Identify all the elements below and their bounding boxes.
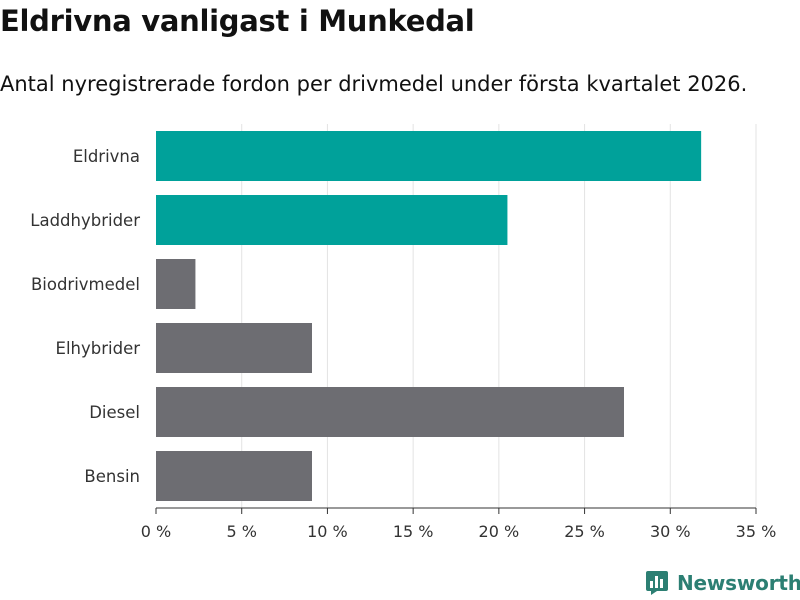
category-label: Elhybrider: [56, 339, 141, 358]
bar-biodrivmedel: [156, 259, 196, 309]
x-tick-label: 5 %: [226, 522, 256, 541]
x-tick-label: 20 %: [479, 522, 520, 541]
bar-elhybrider: [156, 323, 312, 373]
x-tick-label: 10 %: [307, 522, 348, 541]
chart-title: Eldrivna vanligast i Munkedal: [0, 4, 475, 38]
category-label: Bensin: [84, 467, 140, 486]
x-tick-label: 15 %: [393, 522, 434, 541]
category-label: Biodrivmedel: [31, 275, 140, 294]
bar-eldrivna: [156, 131, 702, 181]
chart-subtitle: Antal nyregistrerade fordon per drivmede…: [0, 72, 748, 96]
category-label: Laddhybrider: [30, 211, 140, 230]
category-label: Diesel: [89, 403, 140, 422]
label-layer: Eldrivna Laddhybrider Biodrivmedel Elhybrid…: [30, 147, 140, 486]
x-tick-label: 30 %: [650, 522, 691, 541]
category-label: Eldrivna: [73, 147, 140, 166]
newsworthy-logo-icon: [646, 571, 668, 595]
newsworthy-logo-text: Newsworthy: [677, 571, 800, 595]
bar-diesel: [156, 387, 624, 437]
x-tick-label: 35 %: [736, 522, 777, 541]
bar-laddhybrider: [156, 195, 508, 245]
newsworthy-logo: Newsworthy: [645, 568, 800, 598]
x-tick-label: 0 %: [141, 522, 171, 541]
grid-layer: [241, 124, 757, 508]
axis-layer: 0 % 5 % 10 % 15 % 20 % 25 % 30 % 35 %: [141, 507, 777, 541]
x-tick-label: 25 %: [564, 522, 605, 541]
bar-layer: [156, 131, 702, 501]
bar-bensin: [156, 451, 312, 501]
